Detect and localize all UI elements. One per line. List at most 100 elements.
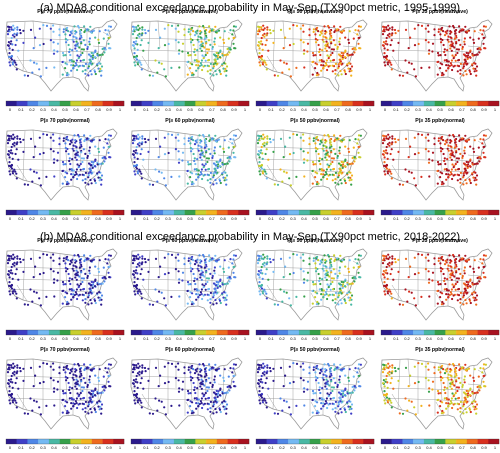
station-marker bbox=[94, 265, 97, 268]
station-marker bbox=[23, 183, 26, 186]
station-marker bbox=[72, 373, 75, 376]
station-marker bbox=[62, 54, 65, 57]
station-marker bbox=[381, 44, 385, 47]
colorbar-swatch bbox=[256, 439, 267, 444]
station-marker bbox=[140, 172, 143, 175]
colorbar-tick-label: 0.7 bbox=[459, 445, 465, 450]
station-marker bbox=[7, 379, 10, 382]
station-marker bbox=[164, 304, 167, 307]
station-marker bbox=[71, 278, 74, 281]
station-marker bbox=[344, 410, 347, 414]
station-marker bbox=[207, 277, 210, 280]
station-marker bbox=[314, 146, 317, 150]
station-marker bbox=[199, 276, 202, 279]
station-markers bbox=[131, 362, 237, 416]
station-marker bbox=[447, 149, 450, 152]
station-marker bbox=[101, 53, 104, 56]
station-marker bbox=[8, 399, 11, 402]
station-marker bbox=[135, 26, 138, 29]
station-marker bbox=[206, 173, 209, 176]
station-marker bbox=[100, 69, 103, 72]
station-marker bbox=[451, 271, 454, 274]
station-marker bbox=[82, 48, 85, 51]
station-marker bbox=[461, 154, 464, 158]
station-marker bbox=[196, 267, 199, 270]
station-marker bbox=[476, 162, 479, 165]
station-marker bbox=[89, 298, 92, 302]
station-marker bbox=[94, 36, 97, 39]
station-marker bbox=[196, 376, 199, 379]
station-marker bbox=[133, 281, 136, 284]
station-marker bbox=[319, 30, 322, 33]
station-marker bbox=[200, 278, 203, 281]
station-marker bbox=[329, 168, 332, 171]
station-marker bbox=[348, 70, 351, 73]
station-marker bbox=[420, 362, 424, 365]
station-marker bbox=[138, 141, 141, 144]
station-marker bbox=[258, 55, 261, 59]
map-panel: P(≥ 70 ppbv|normal) 0 0.1 0.2 0.3 0.4 0.5 0.6 0.… bbox=[3, 347, 127, 453]
section-title-a: (a) MDA8 conditional exceedance probabil… bbox=[39, 2, 461, 14]
station-marker bbox=[204, 141, 207, 144]
colorbar-swatch bbox=[173, 101, 185, 106]
station-marker bbox=[143, 366, 147, 370]
station-marker bbox=[136, 48, 139, 52]
station-marker bbox=[200, 272, 203, 275]
station-marker bbox=[13, 370, 16, 373]
station-marker bbox=[436, 411, 439, 414]
station-marker bbox=[139, 272, 142, 276]
station-marker bbox=[464, 400, 467, 403]
station-marker bbox=[358, 385, 361, 388]
colorbar-swatch bbox=[331, 210, 343, 215]
colorbar-swatch bbox=[445, 101, 457, 106]
station-marker bbox=[263, 264, 266, 267]
station-marker bbox=[326, 283, 329, 286]
station-marker bbox=[202, 362, 205, 366]
colorbar-tick-label: 0.8 bbox=[95, 216, 101, 221]
station-marker bbox=[260, 145, 263, 149]
station-marker bbox=[473, 139, 476, 142]
station-marker bbox=[322, 293, 325, 296]
station-marker bbox=[34, 36, 37, 39]
station-marker bbox=[350, 294, 354, 297]
colorbar-tick-label: 0.5 bbox=[312, 336, 318, 341]
station-marker bbox=[215, 411, 218, 414]
station-marker bbox=[212, 65, 215, 68]
station-marker bbox=[385, 40, 388, 43]
station-marker bbox=[343, 285, 347, 288]
station-marker bbox=[205, 277, 209, 280]
station-marker bbox=[38, 153, 42, 156]
station-marker bbox=[322, 373, 325, 376]
station-marker bbox=[462, 65, 465, 68]
station-marker bbox=[451, 383, 454, 386]
station-marker bbox=[8, 52, 11, 55]
station-marker bbox=[326, 392, 329, 395]
station-marker bbox=[38, 44, 42, 47]
station-marker bbox=[136, 381, 139, 384]
station-marker bbox=[216, 368, 219, 371]
station-marker bbox=[186, 169, 189, 173]
station-marker bbox=[78, 375, 81, 378]
station-marker bbox=[200, 173, 203, 176]
station-marker bbox=[207, 397, 210, 400]
station-marker bbox=[327, 294, 330, 297]
station-marker bbox=[331, 402, 334, 405]
station-marker bbox=[295, 133, 299, 136]
station-marker bbox=[354, 29, 357, 32]
station-marker bbox=[322, 296, 325, 299]
station-marker bbox=[217, 52, 220, 55]
station-marker bbox=[312, 54, 315, 57]
station-marker bbox=[459, 298, 462, 301]
station-marker bbox=[11, 386, 14, 389]
station-marker bbox=[81, 408, 84, 411]
station-marker bbox=[397, 150, 400, 153]
station-marker bbox=[170, 66, 173, 69]
station-marker bbox=[98, 139, 101, 142]
station-marker bbox=[212, 412, 215, 415]
colorbar-swatch bbox=[363, 101, 375, 106]
station-marker bbox=[308, 257, 311, 260]
station-marker bbox=[35, 62, 38, 65]
station-marker bbox=[341, 395, 344, 398]
station-marker bbox=[22, 367, 25, 370]
station-marker bbox=[76, 271, 79, 274]
